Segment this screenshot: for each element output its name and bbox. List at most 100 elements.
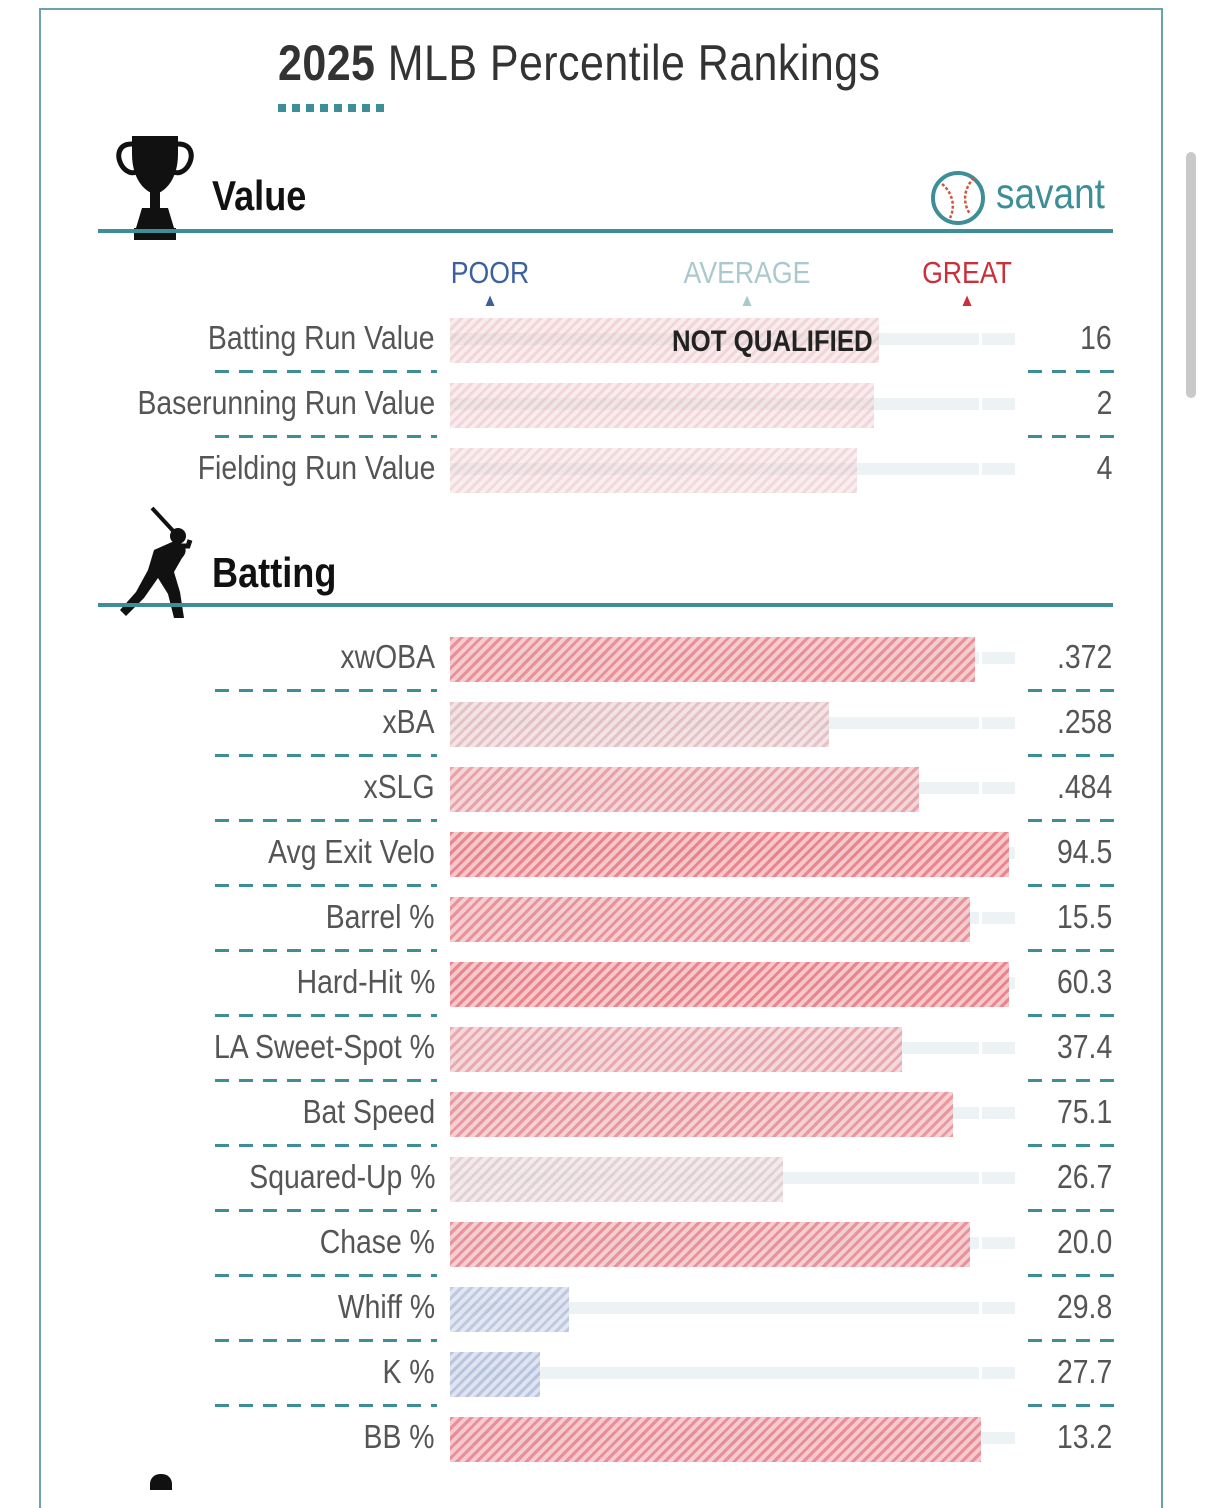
percentile-bar[interactable] (450, 1352, 540, 1397)
not-qualified-label: NOT QUALIFIED (672, 325, 873, 358)
percentile-bar[interactable] (450, 832, 1009, 877)
row-divider (215, 819, 437, 822)
row-divider (215, 689, 437, 692)
legend-great: GREAT ▲ (922, 255, 1012, 310)
row-divider (1028, 370, 1114, 373)
row-divider (1028, 1274, 1114, 1277)
percentile-bar[interactable] (450, 1027, 902, 1072)
metric-value: 20.0 (1056, 1223, 1112, 1260)
track-tick (979, 1042, 982, 1054)
table-row: Chase % 20.0 (0, 1222, 1206, 1287)
section-title-batting: Batting (212, 549, 337, 596)
table-row: Batting Run Value 16 (0, 318, 1206, 383)
track-tick (979, 1172, 982, 1184)
track-tick (979, 1302, 982, 1314)
legend-average: AVERAGE ▲ (683, 255, 811, 310)
title-rest: MLB Percentile Rankings (375, 35, 881, 91)
row-divider (215, 1079, 437, 1082)
table-row: Bat Speed 75.1 (0, 1092, 1206, 1157)
track-tick (979, 398, 982, 410)
percentile-bar[interactable] (450, 962, 1009, 1007)
metric-value: 27.7 (1056, 1353, 1112, 1390)
metric-value: .484 (1056, 768, 1112, 805)
metric-value: 2 (1096, 384, 1112, 421)
baseball-icon (931, 171, 985, 225)
metric-value: 26.7 (1056, 1158, 1112, 1195)
percentile-bar[interactable] (450, 1417, 981, 1462)
metric-label: Barrel % (326, 898, 435, 935)
percentile-bar[interactable] (450, 1222, 970, 1267)
row-divider (215, 1209, 437, 1212)
table-row: Hard-Hit % 60.3 (0, 962, 1206, 1027)
row-divider (215, 370, 437, 373)
percentile-bar[interactable] (450, 702, 829, 747)
table-row: Barrel % 15.5 (0, 897, 1206, 962)
percentile-bar[interactable] (450, 637, 975, 682)
percentile-track (450, 1367, 1015, 1379)
table-row: xwOBA .372 (0, 637, 1206, 702)
metric-label: Baserunning Run Value (137, 384, 435, 421)
metric-label: LA Sweet-Spot % (214, 1028, 435, 1065)
track-tick (979, 333, 982, 345)
percentile-bar[interactable] (450, 448, 857, 493)
metric-value: 75.1 (1056, 1093, 1112, 1130)
metric-label: Whiff % (337, 1288, 435, 1325)
next-section-icon (150, 1474, 172, 1490)
table-row: BB % 13.2 (0, 1417, 1206, 1482)
row-divider (1028, 754, 1114, 757)
metric-label: xBA (382, 703, 435, 740)
track-tick (979, 912, 982, 924)
table-row: Avg Exit Velo 94.5 (0, 832, 1206, 897)
metric-value: 15.5 (1056, 898, 1112, 935)
row-divider (215, 754, 437, 757)
track-tick (979, 1107, 982, 1119)
table-row: Whiff % 29.8 (0, 1287, 1206, 1352)
row-divider (1028, 949, 1114, 952)
percentile-bar[interactable] (450, 1092, 953, 1137)
track-tick (979, 717, 982, 729)
row-divider (1028, 1014, 1114, 1017)
row-divider (215, 1014, 437, 1017)
percentile-bar[interactable] (450, 897, 970, 942)
section-title-value: Value (212, 172, 307, 219)
title-underline (278, 104, 388, 112)
trophy-icon (116, 136, 194, 240)
metric-value: 29.8 (1056, 1288, 1112, 1325)
table-row: xBA .258 (0, 702, 1206, 767)
page-title: 2025 MLB Percentile Rankings (278, 34, 880, 92)
metric-value: 13.2 (1056, 1418, 1112, 1455)
track-tick (979, 782, 982, 794)
table-row: LA Sweet-Spot % 37.4 (0, 1027, 1206, 1092)
section-divider-batting (98, 603, 1113, 607)
row-divider (215, 1274, 437, 1277)
scrollbar[interactable] (1186, 152, 1196, 398)
metric-label: xwOBA (340, 638, 435, 675)
percentile-track (450, 333, 1015, 345)
percentile-track (450, 398, 1015, 410)
row-divider (1028, 689, 1114, 692)
percentile-bar[interactable] (450, 1287, 569, 1332)
row-divider (1028, 884, 1114, 887)
percentile-bar[interactable] (450, 318, 879, 363)
row-divider (215, 1144, 437, 1147)
percentile-bar[interactable] (450, 1157, 783, 1202)
track-tick (979, 652, 982, 664)
metric-label: BB % (364, 1418, 435, 1455)
metric-value: 60.3 (1056, 963, 1112, 1000)
row-divider (1028, 1404, 1114, 1407)
metric-label: Bat Speed (302, 1093, 435, 1130)
percentile-bar[interactable] (450, 767, 919, 812)
metric-value: 37.4 (1056, 1028, 1112, 1065)
metric-value: 4 (1096, 449, 1112, 486)
track-tick (979, 1367, 982, 1379)
metric-label: Fielding Run Value (197, 449, 435, 486)
savant-logo[interactable]: savant (996, 170, 1105, 218)
metric-label: Avg Exit Velo (268, 833, 435, 870)
row-divider (1028, 1144, 1114, 1147)
metric-label: xSLG (364, 768, 435, 805)
percentile-track (450, 1302, 1015, 1314)
metric-value: 16 (1080, 319, 1112, 356)
table-row: Squared-Up % 26.7 (0, 1157, 1206, 1222)
percentile-bar[interactable] (450, 383, 874, 428)
row-divider (1028, 819, 1114, 822)
